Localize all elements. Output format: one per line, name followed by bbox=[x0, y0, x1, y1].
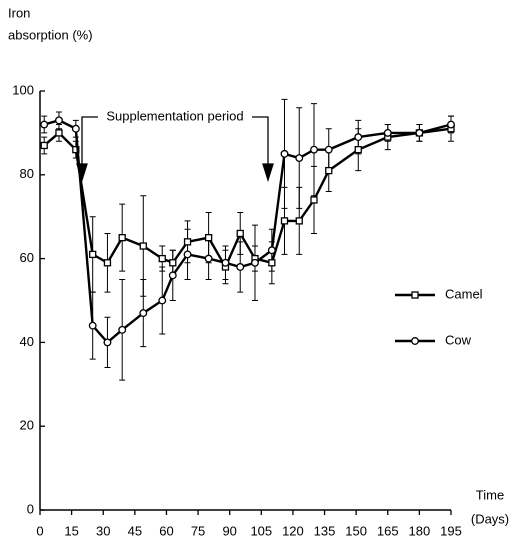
data-point bbox=[268, 259, 276, 267]
data-point bbox=[88, 321, 97, 330]
data-point bbox=[40, 141, 48, 150]
data-point bbox=[71, 124, 80, 133]
data-point bbox=[55, 129, 63, 137]
arrow bbox=[252, 116, 269, 168]
data-point bbox=[280, 149, 289, 158]
y-tick-label: 80 bbox=[20, 166, 34, 181]
data-point bbox=[267, 246, 276, 255]
x-tick-label: 180 bbox=[409, 523, 431, 538]
y-tick-label: 100 bbox=[12, 82, 34, 97]
x-tick-label: 30 bbox=[96, 523, 110, 538]
data-point bbox=[295, 154, 304, 162]
annotation-arrows bbox=[76, 116, 274, 183]
data-point bbox=[447, 120, 455, 129]
arrow bbox=[81, 116, 98, 168]
x-tick-label: 150 bbox=[345, 523, 367, 538]
data-point bbox=[295, 217, 303, 225]
x-tick-label: 0 bbox=[36, 523, 43, 538]
x-tick-label: 195 bbox=[440, 523, 462, 538]
x-tick-label: 135 bbox=[314, 523, 336, 538]
data-point bbox=[103, 259, 112, 267]
data-point bbox=[354, 146, 362, 154]
data-point bbox=[183, 250, 192, 259]
x-tick-label: 120 bbox=[282, 523, 304, 538]
x-tick-label: 60 bbox=[159, 523, 173, 538]
data-point bbox=[55, 116, 63, 125]
data-point bbox=[168, 271, 177, 280]
legend-marker bbox=[411, 337, 419, 345]
data-point bbox=[310, 196, 318, 204]
data-point bbox=[204, 254, 213, 263]
data-point bbox=[169, 259, 177, 267]
x-tick-label: 15 bbox=[64, 523, 78, 538]
data-point bbox=[325, 166, 333, 175]
x-tick-label: 90 bbox=[222, 523, 236, 538]
annotation: Supplementation period bbox=[106, 108, 243, 123]
y-tick-label: 20 bbox=[20, 418, 34, 433]
data-point bbox=[40, 120, 49, 129]
data-point bbox=[139, 309, 148, 318]
data-point bbox=[280, 217, 289, 225]
data-point bbox=[204, 233, 213, 242]
data-point bbox=[89, 250, 97, 259]
x-tick-label: 105 bbox=[250, 523, 272, 538]
data-point bbox=[251, 258, 259, 267]
series-line bbox=[43, 119, 452, 345]
arrow-head bbox=[262, 163, 274, 183]
data-point bbox=[221, 258, 230, 267]
data-point bbox=[158, 296, 167, 305]
data-point bbox=[236, 229, 244, 238]
legend-label: Camel bbox=[445, 286, 483, 301]
legend-marker bbox=[411, 291, 419, 299]
y-tick-label: 0 bbox=[27, 501, 34, 516]
data-point bbox=[158, 254, 166, 263]
y-tick-label: 60 bbox=[20, 250, 34, 265]
y-tick-label: 40 bbox=[20, 334, 34, 349]
data-point bbox=[236, 263, 245, 271]
x-tick-label: 75 bbox=[191, 523, 205, 538]
x-tick-label: 45 bbox=[128, 523, 142, 538]
data-point bbox=[118, 325, 127, 334]
y-axis-label: absorption (%) bbox=[8, 27, 93, 42]
data-point bbox=[354, 133, 363, 142]
data-point bbox=[183, 238, 192, 246]
x-axis-label: Time bbox=[476, 487, 504, 502]
data-point bbox=[103, 338, 112, 347]
data-point bbox=[415, 128, 424, 137]
data-point bbox=[72, 146, 80, 154]
data-point bbox=[139, 242, 147, 250]
legend-label: Cow bbox=[445, 332, 472, 347]
data-point bbox=[324, 145, 333, 154]
x-axis-label: (Days) bbox=[471, 511, 509, 526]
data-point bbox=[118, 233, 126, 242]
x-tick-label: 165 bbox=[377, 523, 399, 538]
y-axis-label: Iron bbox=[8, 5, 30, 20]
data-point bbox=[310, 145, 318, 154]
data-point bbox=[383, 128, 392, 137]
